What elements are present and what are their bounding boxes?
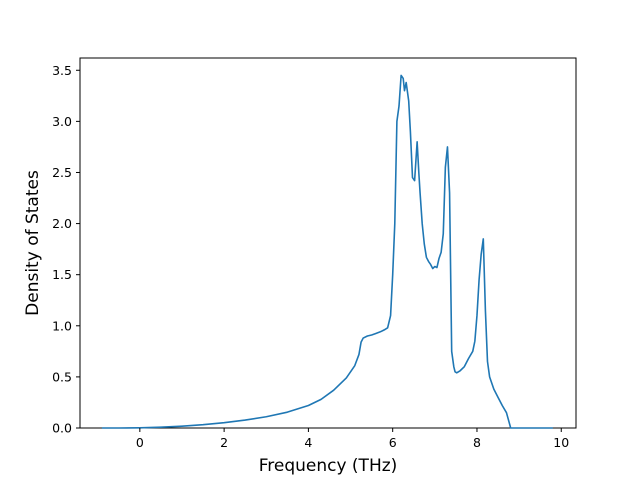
- plot-frame: [79, 57, 577, 429]
- x-tick-label: 6: [389, 435, 397, 450]
- y-axis-ticks: 0.0 0.5 1.0 1.5 2.0 2.5 3.0 3.5: [52, 63, 80, 436]
- y-axis-title: Density of States: [23, 170, 43, 316]
- x-tick-label: 10: [553, 435, 569, 450]
- y-tick-label: 1.5: [52, 267, 72, 282]
- y-tick-label: 0.0: [52, 421, 72, 436]
- y-tick-label: 3.5: [52, 63, 72, 78]
- line-layer: [101, 74, 553, 429]
- y-tick-label: 2.0: [52, 216, 72, 231]
- x-tick-label: 4: [304, 435, 312, 450]
- x-axis-title: Frequency (THz): [259, 456, 398, 476]
- series-line-0: [101, 74, 553, 429]
- x-tick-label: 2: [220, 435, 228, 450]
- x-tick-label: 0: [136, 435, 144, 450]
- y-tick-label: 3.0: [52, 114, 72, 129]
- y-tick-label: 1.0: [52, 318, 72, 333]
- y-tick-label: 2.5: [52, 165, 72, 180]
- x-tick-label: 8: [473, 435, 481, 450]
- plot-area: [79, 57, 577, 429]
- x-axis-ticks: 0 2 4 6 8 10: [136, 428, 569, 450]
- y-tick-label: 0.5: [52, 369, 72, 384]
